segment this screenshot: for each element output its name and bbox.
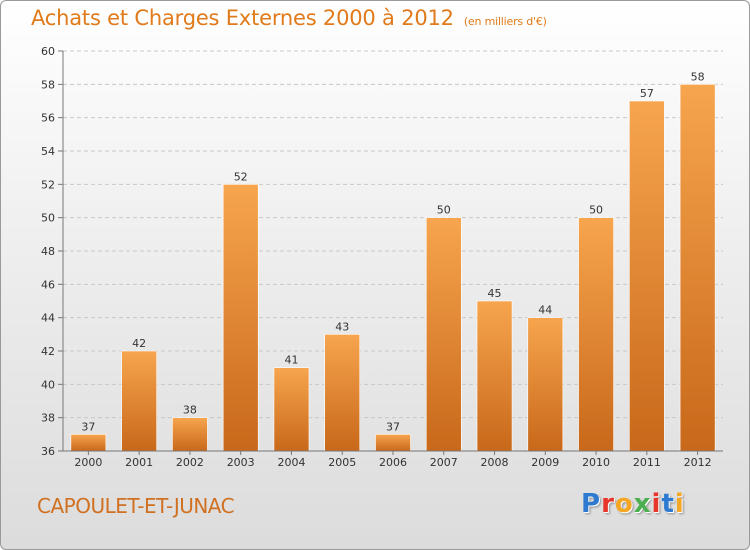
bar-2006[interactable] bbox=[375, 434, 411, 452]
y-tick-label: 60 bbox=[41, 45, 55, 58]
x-tick-label-2004: 2004 bbox=[277, 456, 305, 469]
logo-letter: x bbox=[633, 489, 652, 519]
bar-2003[interactable] bbox=[222, 184, 259, 452]
y-tick-label: 54 bbox=[41, 145, 55, 158]
value-label-2000: 37 bbox=[81, 420, 95, 433]
y-tick-label: 50 bbox=[41, 212, 55, 225]
bar-2000[interactable] bbox=[70, 434, 107, 452]
bar-2011[interactable] bbox=[629, 100, 665, 452]
x-tick-label-2011: 2011 bbox=[633, 456, 661, 469]
bar-2005[interactable] bbox=[324, 334, 361, 452]
y-tick-label: 56 bbox=[41, 112, 55, 125]
y-tick-label: 52 bbox=[41, 178, 55, 191]
x-tick-label-2010: 2010 bbox=[582, 456, 610, 469]
logo-letter: o bbox=[614, 489, 634, 519]
labels: 36 38 40 42 44 46 48 50 52 54 56 58 60 37 2000 42 2001 38… bbox=[41, 45, 712, 469]
x-tick-label-2007: 2007 bbox=[430, 456, 458, 469]
grid-lines bbox=[63, 50, 723, 452]
value-label-2005: 43 bbox=[335, 320, 349, 333]
bar-2009[interactable] bbox=[527, 317, 564, 452]
chart-title: Achats et Charges Externes 2000 à 2012 (e… bbox=[31, 6, 547, 30]
axes bbox=[58, 50, 723, 455]
value-label-2001: 42 bbox=[132, 337, 146, 350]
bar-2008[interactable] bbox=[476, 300, 513, 452]
bar-2001[interactable] bbox=[121, 350, 157, 452]
y-tick-label: 36 bbox=[41, 445, 55, 458]
value-label-2008: 45 bbox=[488, 287, 502, 300]
x-tick-label-2009: 2009 bbox=[531, 456, 559, 469]
value-label-2007: 50 bbox=[437, 204, 451, 217]
y-tick-label: 44 bbox=[41, 312, 55, 325]
y-tick-label: 58 bbox=[41, 78, 55, 91]
bars bbox=[70, 84, 716, 452]
commune-name: CAPOULET-ET-JUNAC bbox=[37, 494, 235, 518]
value-label-2009: 44 bbox=[538, 304, 552, 317]
value-label-2010: 50 bbox=[589, 204, 603, 217]
x-tick-label-2008: 2008 bbox=[481, 456, 509, 469]
logo-letter: i bbox=[674, 489, 685, 519]
logo-letter: i bbox=[651, 489, 662, 519]
chart-subtitle: (en milliers d'€) bbox=[463, 15, 547, 28]
x-tick-label-2003: 2003 bbox=[227, 456, 255, 469]
x-tick-label-2006: 2006 bbox=[379, 456, 407, 469]
bar-2004[interactable] bbox=[273, 367, 310, 452]
x-tick-label-2012: 2012 bbox=[684, 456, 712, 469]
bar-2007[interactable] bbox=[425, 217, 462, 452]
value-label-2002: 38 bbox=[183, 404, 197, 417]
bar-2002[interactable] bbox=[172, 417, 208, 452]
y-tick-label: 48 bbox=[41, 245, 55, 258]
y-tick-label: 42 bbox=[41, 345, 55, 358]
x-tick-label-2001: 2001 bbox=[125, 456, 153, 469]
y-tick-label: 46 bbox=[41, 278, 55, 291]
proxiti-logo[interactable]: Proxiti bbox=[581, 489, 685, 519]
x-tick-label-2002: 2002 bbox=[176, 456, 204, 469]
x-tick-label-2005: 2005 bbox=[328, 456, 356, 469]
bar-2010[interactable] bbox=[578, 217, 614, 452]
logo-letter: P bbox=[581, 489, 602, 519]
value-label-2004: 41 bbox=[284, 354, 298, 367]
value-label-2006: 37 bbox=[386, 420, 400, 433]
value-label-2011: 57 bbox=[640, 87, 654, 100]
value-label-2012: 58 bbox=[691, 70, 705, 83]
y-tick-label: 38 bbox=[41, 412, 55, 425]
bar-2012[interactable] bbox=[679, 84, 716, 452]
logo-letter: t bbox=[661, 489, 675, 519]
logo-letter: r bbox=[601, 489, 615, 519]
value-label-2003: 52 bbox=[234, 170, 248, 183]
y-tick-label: 40 bbox=[41, 378, 55, 391]
x-tick-label-2000: 2000 bbox=[74, 456, 102, 469]
chart-title-text: Achats et Charges Externes 2000 à 2012 bbox=[31, 6, 454, 30]
